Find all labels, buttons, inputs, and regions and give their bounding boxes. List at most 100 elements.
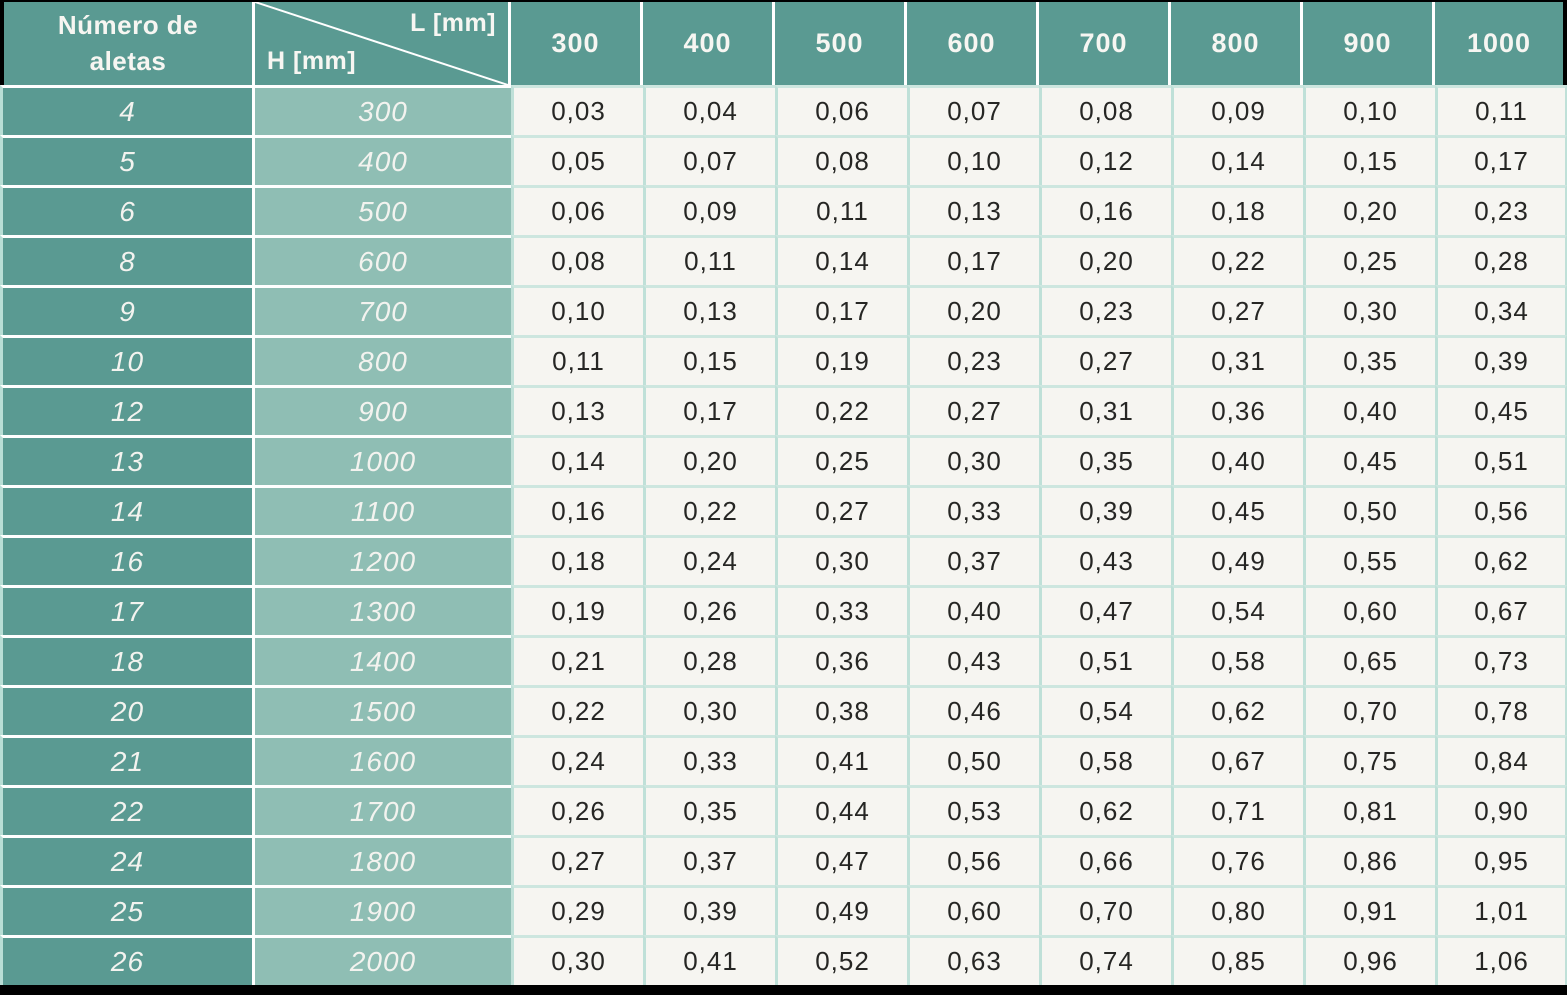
value-cell: 0,22 [775, 385, 907, 435]
table-row: 12 900 0,13 0,17 0,22 0,27 0,31 0,36 0,40 0,45 [0, 385, 1567, 435]
value-cell: 0,10 [511, 285, 643, 335]
h-mm-cell: 1900 [255, 885, 511, 935]
value-cell: 0,14 [511, 435, 643, 485]
table-row: 21 1600 0,24 0,33 0,41 0,50 0,58 0,67 0,75 0,84 [0, 735, 1567, 785]
value-cell: 0,08 [1039, 85, 1171, 135]
value-cell: 0,08 [511, 235, 643, 285]
table-row: 10 800 0,11 0,15 0,19 0,23 0,27 0,31 0,35 0,39 [0, 335, 1567, 385]
value-cell: 0,06 [511, 185, 643, 235]
value-cell: 0,62 [1039, 785, 1171, 835]
value-cell: 0,60 [907, 885, 1039, 935]
value-cell: 0,56 [1435, 485, 1567, 535]
value-cell: 0,31 [1171, 335, 1303, 385]
value-cell: 0,37 [643, 835, 775, 885]
h-mm-cell: 900 [255, 385, 511, 435]
value-cell: 0,58 [1171, 635, 1303, 685]
value-cell: 0,37 [907, 535, 1039, 585]
value-cell: 0,95 [1435, 835, 1567, 885]
value-cell: 0,24 [643, 535, 775, 585]
table-row: 24 1800 0,27 0,37 0,47 0,56 0,66 0,76 0,86 0,95 [0, 835, 1567, 885]
table-row: 13 1000 0,14 0,20 0,25 0,30 0,35 0,40 0,45 0,51 [0, 435, 1567, 485]
value-cell: 0,49 [775, 885, 907, 935]
value-cell: 1,01 [1435, 885, 1567, 935]
value-cell: 0,03 [511, 85, 643, 135]
h-mm-cell: 1700 [255, 785, 511, 835]
value-cell: 0,25 [775, 435, 907, 485]
h-mm-cell: 1300 [255, 585, 511, 635]
value-cell: 0,13 [907, 185, 1039, 235]
value-cell: 0,78 [1435, 685, 1567, 735]
h-mm-cell: 1400 [255, 635, 511, 685]
value-cell: 0,06 [775, 85, 907, 135]
value-cell: 0,58 [1039, 735, 1171, 785]
value-cell: 0,17 [907, 235, 1039, 285]
value-cell: 0,74 [1039, 935, 1171, 985]
value-cell: 0,54 [1171, 585, 1303, 635]
value-cell: 0,21 [511, 635, 643, 685]
table-row: 14 1100 0,16 0,22 0,27 0,33 0,39 0,45 0,50 0,56 [0, 485, 1567, 535]
value-cell: 0,22 [1171, 235, 1303, 285]
value-cell: 0,12 [1039, 135, 1171, 185]
value-cell: 0,30 [511, 935, 643, 985]
value-cell: 0,67 [1435, 585, 1567, 635]
value-cell: 0,11 [643, 235, 775, 285]
h-mm-cell: 600 [255, 235, 511, 285]
value-cell: 0,86 [1303, 835, 1435, 885]
value-cell: 0,45 [1435, 385, 1567, 435]
value-cell: 0,45 [1303, 435, 1435, 485]
value-cell: 0,33 [907, 485, 1039, 535]
value-cell: 0,07 [907, 85, 1039, 135]
value-cell: 0,20 [907, 285, 1039, 335]
numero-aletas-cell: 24 [0, 835, 255, 885]
value-cell: 0,76 [1171, 835, 1303, 885]
numero-aletas-cell: 14 [0, 485, 255, 535]
numero-aletas-cell: 16 [0, 535, 255, 585]
table-row: 5 400 0,05 0,07 0,08 0,10 0,12 0,14 0,15 0,17 [0, 135, 1567, 185]
table-row: 25 1900 0,29 0,39 0,49 0,60 0,70 0,80 0,91 1,01 [0, 885, 1567, 935]
value-cell: 0,62 [1435, 535, 1567, 585]
numero-de-aletas-label: Número de aletas [57, 10, 199, 76]
h-mm-cell: 700 [255, 285, 511, 335]
table-row: 6 500 0,06 0,09 0,11 0,13 0,16 0,18 0,20 0,23 [0, 185, 1567, 235]
table-row: 8 600 0,08 0,11 0,14 0,17 0,20 0,22 0,25 0,28 [0, 235, 1567, 285]
h-mm-cell: 400 [255, 135, 511, 185]
value-cell: 0,54 [1039, 685, 1171, 735]
numero-aletas-cell: 4 [0, 85, 255, 135]
numero-aletas-cell: 21 [0, 735, 255, 785]
value-cell: 0,52 [775, 935, 907, 985]
value-cell: 0,90 [1435, 785, 1567, 835]
value-cell: 0,40 [1171, 435, 1303, 485]
value-cell: 0,71 [1171, 785, 1303, 835]
value-cell: 0,39 [1435, 335, 1567, 385]
value-cell: 0,17 [1435, 135, 1567, 185]
value-cell: 0,20 [1303, 185, 1435, 235]
value-cell: 0,14 [775, 235, 907, 285]
table-row: 20 1500 0,22 0,30 0,38 0,46 0,54 0,62 0,70 0,78 [0, 685, 1567, 735]
value-cell: 1,06 [1435, 935, 1567, 985]
header-l-column: 1000 [1435, 2, 1567, 85]
value-cell: 0,17 [643, 385, 775, 435]
value-cell: 0,73 [1435, 635, 1567, 685]
value-cell: 0,43 [907, 635, 1039, 685]
l-mm-axis-label: L [mm] [410, 9, 496, 37]
value-cell: 0,85 [1171, 935, 1303, 985]
value-cell: 0,27 [511, 835, 643, 885]
header-l-column: 500 [775, 2, 907, 85]
header-diagonal-cell: L [mm] H [mm] [255, 2, 511, 85]
value-cell: 0,27 [775, 485, 907, 535]
value-cell: 0,70 [1303, 685, 1435, 735]
value-cell: 0,18 [1171, 185, 1303, 235]
value-cell: 0,17 [775, 285, 907, 335]
value-cell: 0,33 [775, 585, 907, 635]
value-cell: 0,40 [1303, 385, 1435, 435]
value-cell: 0,20 [643, 435, 775, 485]
value-cell: 0,10 [907, 135, 1039, 185]
value-cell: 0,14 [1171, 135, 1303, 185]
header-row: Número de aletas L [mm] H [mm] 300 400 500… [0, 2, 1567, 85]
value-cell: 0,39 [1039, 485, 1171, 535]
value-cell: 0,70 [1039, 885, 1171, 935]
value-cell: 0,26 [643, 585, 775, 635]
header-l-column: 300 [511, 2, 643, 85]
value-cell: 0,50 [1303, 485, 1435, 535]
